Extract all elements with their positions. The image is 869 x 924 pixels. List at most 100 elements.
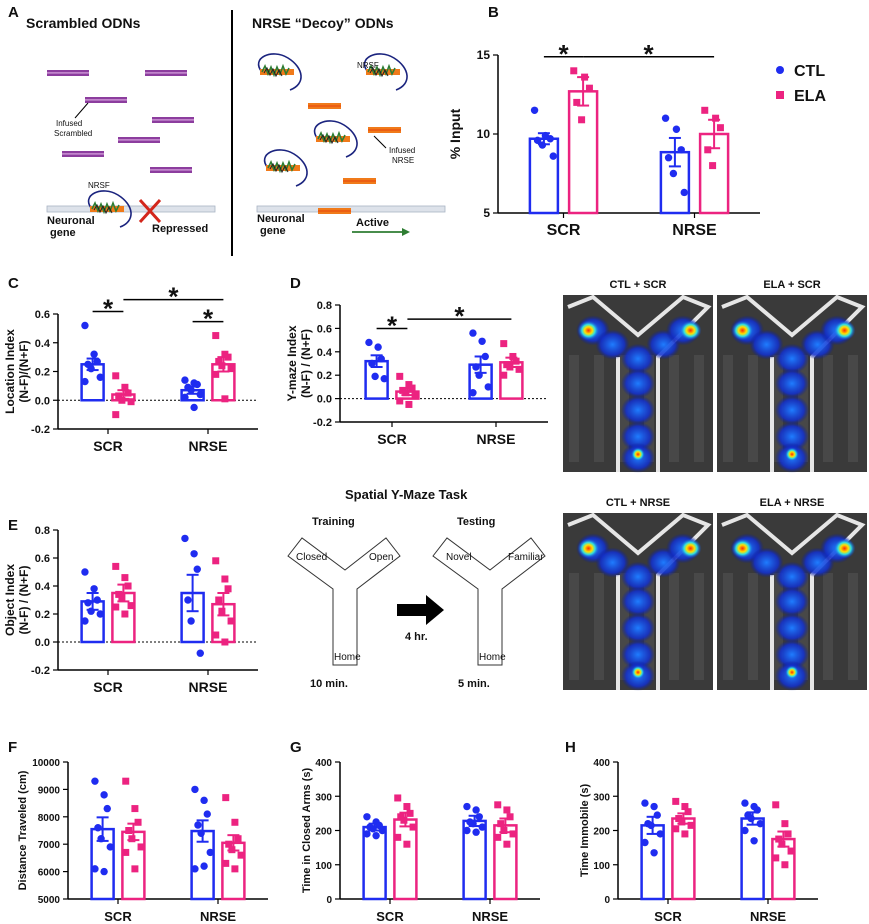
data-point xyxy=(197,829,205,837)
label: Infused xyxy=(389,146,415,155)
data-point xyxy=(234,835,242,843)
data-point xyxy=(681,830,689,838)
heat-blob xyxy=(621,421,655,452)
bar xyxy=(528,137,560,215)
data-point xyxy=(678,818,686,826)
data-point xyxy=(546,135,554,143)
data-point xyxy=(650,802,658,811)
data-point xyxy=(363,813,371,821)
data-point xyxy=(405,381,413,389)
maze-arm: Open xyxy=(369,552,393,563)
data-point xyxy=(747,814,755,823)
significance-label: * xyxy=(168,282,179,312)
data-point xyxy=(184,596,192,604)
heat-blob xyxy=(775,639,809,670)
data-point xyxy=(218,362,226,370)
nrse-odn-stripe xyxy=(343,180,376,182)
x-tick-label: NRSE xyxy=(189,438,228,454)
nrse-core xyxy=(90,206,124,212)
y-tick-label: 10000 xyxy=(32,758,60,769)
data-point xyxy=(661,114,670,122)
data-point xyxy=(400,816,408,824)
heat-hotspot xyxy=(833,320,856,341)
data-point xyxy=(118,396,126,404)
data-point xyxy=(363,830,371,838)
bar xyxy=(567,90,599,215)
significance-label: * xyxy=(203,304,214,334)
panel-a-title: Scrambled ODNs xyxy=(26,15,141,31)
data-point xyxy=(87,607,95,615)
nrsf-loop xyxy=(257,53,302,91)
data-point xyxy=(212,631,220,639)
data-point xyxy=(187,386,195,394)
scrambled-odn-stripe xyxy=(118,139,160,141)
data-point xyxy=(672,797,680,805)
scrambled-odn-stripe xyxy=(62,153,104,155)
data-point xyxy=(573,98,581,106)
y-tick-label: 0.2 xyxy=(35,609,50,621)
scrambled-odn-stripe xyxy=(150,169,192,171)
data-point xyxy=(131,805,139,813)
heatmap-title: CTL + NRSE xyxy=(606,497,670,509)
data-point xyxy=(231,818,239,826)
maze-label: Training xyxy=(312,516,355,528)
data-point xyxy=(478,823,486,831)
heat-blob xyxy=(775,561,809,592)
heat-blob xyxy=(775,421,809,452)
data-point xyxy=(200,796,208,805)
data-point xyxy=(90,585,98,593)
heat-hotspot xyxy=(731,538,754,559)
data-point xyxy=(127,398,135,406)
data-point xyxy=(475,813,483,821)
data-point xyxy=(409,823,417,831)
y-tick-label: -0.2 xyxy=(31,424,50,436)
data-point xyxy=(653,811,661,819)
data-point xyxy=(787,847,795,855)
maze-arm: Home xyxy=(334,652,361,663)
scrambled-odn-stripe xyxy=(152,119,194,121)
data-point xyxy=(215,596,223,604)
data-point xyxy=(84,599,92,607)
heat-blob xyxy=(749,329,784,360)
data-point xyxy=(212,557,220,565)
data-point xyxy=(681,803,689,811)
nrse-core xyxy=(316,136,350,142)
y-tick-label: 300 xyxy=(593,792,610,803)
maze-title: Spatial Y-Maze Task xyxy=(345,487,468,502)
heat-hotspot xyxy=(631,665,645,680)
data-point xyxy=(677,146,685,154)
maze-arm: Novel xyxy=(446,552,472,563)
data-point xyxy=(664,154,673,162)
y-axis-label: Distance Traveled (cm) xyxy=(17,770,29,890)
data-point xyxy=(472,363,480,371)
y-tick-label: 0.8 xyxy=(317,300,332,312)
heatmap-texture xyxy=(848,355,858,462)
heatmap-title: ELA + NRSE xyxy=(760,497,825,509)
data-point xyxy=(378,826,386,835)
data-point xyxy=(481,352,489,361)
y-axis-label: Time Immobile (s) xyxy=(579,784,591,878)
significance-label: * xyxy=(454,301,465,331)
label: Neuronal xyxy=(47,215,95,227)
x-tick-label: SCR xyxy=(547,222,581,239)
panel-letter: G xyxy=(290,739,302,756)
significance-label: * xyxy=(558,39,569,69)
nrsf-zinc xyxy=(263,66,283,78)
heatmap-texture xyxy=(823,355,833,462)
data-point xyxy=(369,825,377,833)
nrse-odn-stripe xyxy=(318,210,351,212)
data-point xyxy=(96,610,104,618)
data-point xyxy=(687,821,695,829)
nrsf-zinc xyxy=(93,203,113,215)
data-point xyxy=(515,365,523,373)
data-point xyxy=(374,343,382,351)
y-tick-label: 0.0 xyxy=(317,394,332,406)
heatmap-title: CTL + SCR xyxy=(610,279,667,291)
y-axis-label: (N-F)/(N+F) xyxy=(17,340,31,402)
data-point xyxy=(196,649,204,657)
data-point xyxy=(716,124,724,132)
legend-label: CTL xyxy=(794,63,825,80)
data-point xyxy=(781,861,789,869)
heatmap-texture xyxy=(669,355,679,462)
